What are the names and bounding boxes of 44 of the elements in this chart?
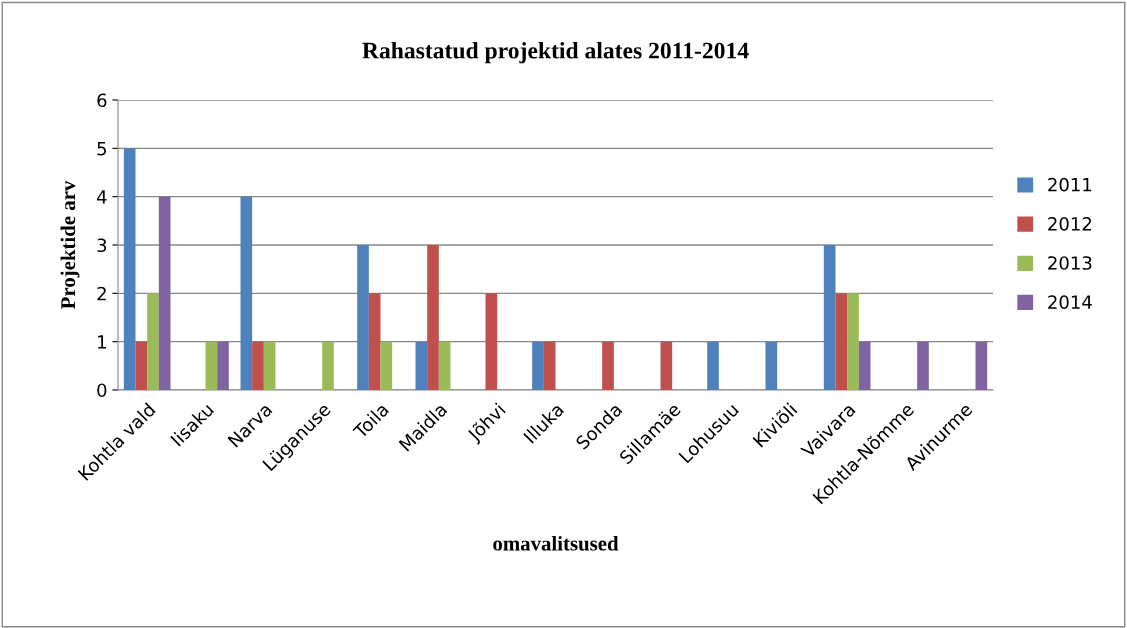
legend-label: 2014 [1048,295,1092,309]
y-tick-label: 3 [97,238,107,253]
bar [415,341,428,390]
bar [380,341,393,390]
bar [147,293,159,390]
bar [135,341,148,390]
bar [357,245,369,390]
legend-label: 2011 [1048,177,1092,192]
bar [975,341,988,390]
bar [602,341,614,390]
bar [858,341,871,390]
legend-label: 2013 [1048,256,1092,270]
y-tick-label: 6 [97,93,107,108]
bar [707,341,719,390]
bar [543,341,556,390]
legend-label: 2012 [1048,217,1092,231]
bar [322,341,334,390]
bar [158,196,171,390]
bar [532,341,544,390]
bar [240,196,253,390]
x-tick-label: Toila [352,402,390,440]
bar [660,341,673,390]
x-axis-title: omavalitsused [493,535,619,551]
y-tick-label: 4 [96,190,107,204]
bar [123,148,136,390]
bar [427,245,439,390]
y-tick-label: 5 [97,142,107,156]
y-tick-label: 1 [98,335,106,349]
y-tick-label: 2 [97,286,106,301]
bar [847,293,859,390]
bar [205,341,218,390]
y-axis-title: Projektide arv [60,180,80,309]
bar [823,245,836,390]
bar [217,341,229,390]
chart-title: Rahastatud projektid alates 2011-2014 [362,41,749,64]
bar [917,341,929,390]
y-tick-label: 0 [97,383,107,398]
bar [438,341,451,390]
bar [263,341,276,390]
bar [835,293,848,390]
bar [485,293,498,390]
bar [368,293,381,390]
bar [252,341,264,390]
bar [765,341,778,390]
